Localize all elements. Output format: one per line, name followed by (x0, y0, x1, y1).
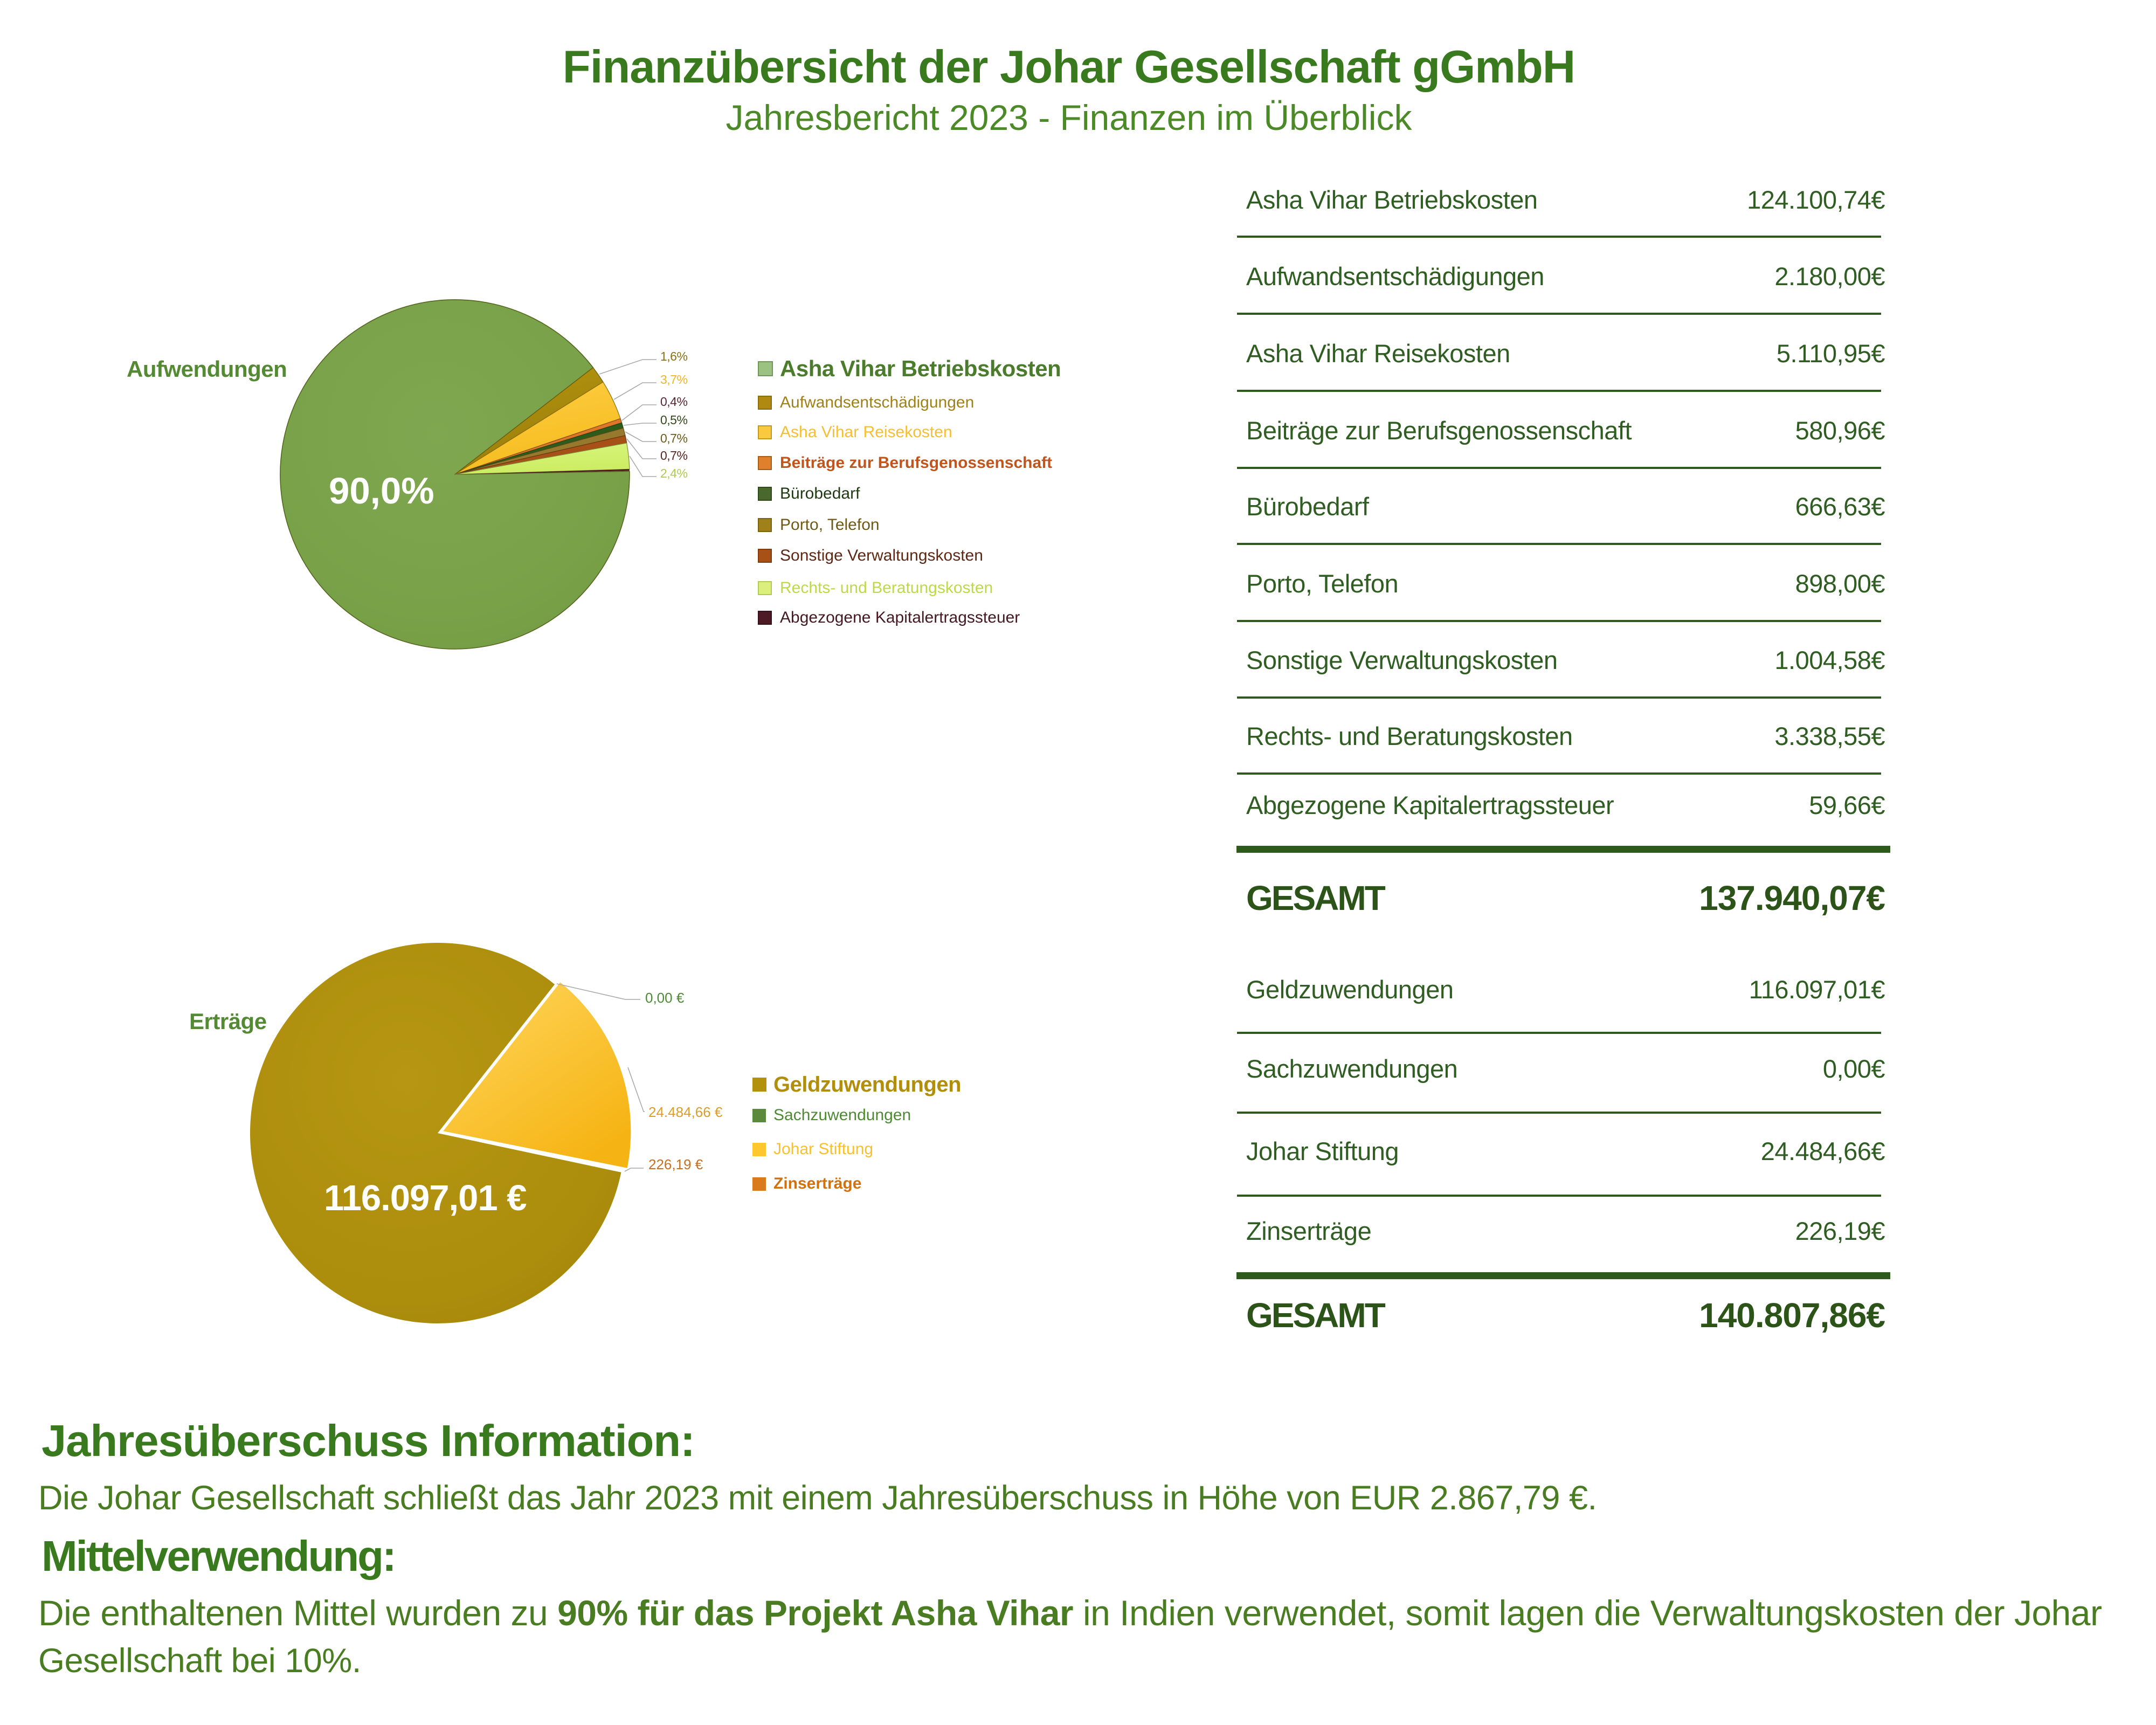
svg-text:24.484,66 €: 24.484,66 € (648, 1104, 723, 1120)
svg-text:2,4%: 2,4% (660, 466, 687, 480)
svg-text:90,0%: 90,0% (329, 470, 434, 512)
svg-text:0,7%: 0,7% (660, 448, 687, 463)
svg-text:1,6%: 1,6% (660, 349, 687, 363)
svg-text:0,00 €: 0,00 € (645, 990, 685, 1006)
svg-text:0,7%: 0,7% (660, 431, 687, 445)
svg-text:0,4%: 0,4% (660, 395, 687, 409)
svg-text:226,19 €: 226,19 € (648, 1156, 703, 1172)
svg-text:116.097,01 €: 116.097,01 € (324, 1178, 527, 1218)
svg-text:0,5%: 0,5% (660, 413, 687, 427)
svg-text:3,7%: 3,7% (660, 372, 687, 387)
